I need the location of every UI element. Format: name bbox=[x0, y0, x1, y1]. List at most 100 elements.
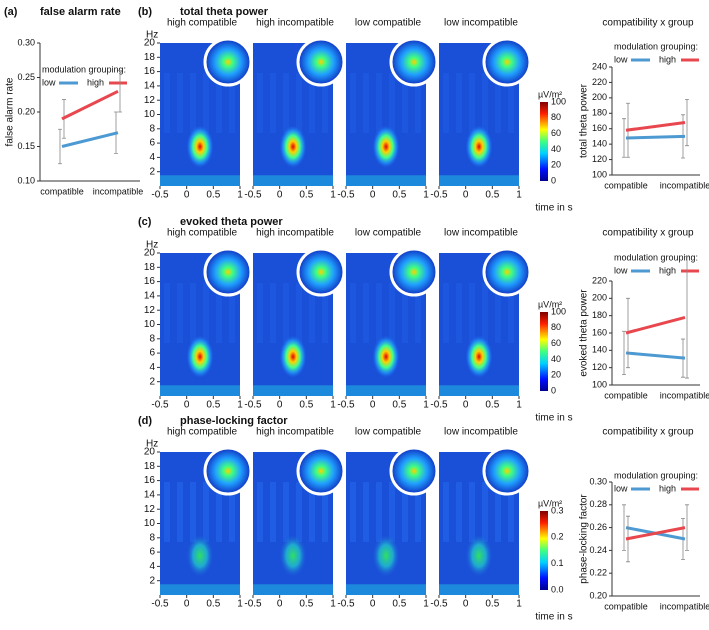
spectrogram-blob bbox=[279, 124, 307, 169]
topomap bbox=[203, 37, 253, 87]
x-tick-label: -0.5 bbox=[337, 599, 355, 610]
subplot-title: low incompatible bbox=[444, 18, 518, 29]
spectrogram-texture bbox=[322, 283, 328, 343]
chart-title: false alarm rate bbox=[40, 6, 121, 18]
legend-title: modulation grouping: bbox=[614, 470, 698, 480]
colorbar-tick-label: 40 bbox=[551, 354, 561, 364]
x-tick-label: 1 bbox=[516, 400, 522, 411]
spectrogram-texture bbox=[482, 482, 488, 542]
colorbar-label: µV/m² bbox=[538, 89, 562, 99]
y-tick-label: 0.22 bbox=[589, 568, 607, 578]
spectrogram-texture bbox=[508, 283, 514, 343]
y-tick-label: 20 bbox=[144, 38, 156, 49]
spectrogram-texture bbox=[283, 482, 289, 542]
y-tick-label: 4 bbox=[149, 152, 155, 163]
colorbar-tick-label: 80 bbox=[551, 322, 561, 332]
y-tick-label: 18 bbox=[144, 461, 156, 472]
series-line bbox=[625, 134, 686, 140]
x-tick-label: 1 bbox=[330, 190, 336, 201]
legend-label: high bbox=[659, 483, 676, 493]
spectrogram-texture bbox=[203, 73, 209, 133]
spectrogram-texture bbox=[164, 283, 170, 343]
legend-title: modulation grouping: bbox=[614, 41, 698, 51]
y-tick-label: 12 bbox=[144, 305, 156, 316]
x-tick-label: -0.5 bbox=[244, 190, 262, 201]
spectrogram-texture bbox=[443, 283, 449, 343]
colorbar-tick-label: 0.1 bbox=[551, 558, 564, 568]
colorbar-tick-label: 0.0 bbox=[551, 584, 564, 594]
y-axis-label: Hz bbox=[146, 240, 158, 251]
spectrogram-texture bbox=[389, 283, 395, 343]
colorbar-tick-label: 20 bbox=[551, 370, 561, 380]
y-tick-label: 10 bbox=[144, 518, 156, 529]
spectrogram-texture bbox=[296, 73, 302, 133]
spectrogram-texture bbox=[495, 73, 501, 133]
spectrogram-texture bbox=[482, 73, 488, 133]
spectrogram-texture bbox=[283, 283, 289, 343]
x-tick-label: 1 bbox=[237, 190, 243, 201]
spectrogram-blob bbox=[465, 124, 493, 169]
legend-label: low bbox=[614, 54, 628, 64]
y-axis-label: Hz bbox=[146, 439, 158, 450]
spectrogram-texture bbox=[257, 482, 263, 542]
spectrogram-texture bbox=[216, 73, 222, 133]
x-tick-label: 1 bbox=[423, 400, 429, 411]
topomap bbox=[389, 37, 439, 87]
subplot-title: high incompatible bbox=[256, 18, 334, 29]
chart-title: compatibility x group bbox=[602, 18, 694, 29]
x-tick-label: 1 bbox=[330, 599, 336, 610]
x-tick-label: 0.5 bbox=[299, 599, 313, 610]
x-tick-label: 0 bbox=[463, 599, 469, 610]
colorbar-tick-label: 100 bbox=[551, 96, 566, 106]
spectrogram-texture bbox=[322, 73, 328, 133]
colorbar-label: µV/m² bbox=[538, 299, 562, 309]
x-tick-label: 1 bbox=[516, 599, 522, 610]
spectrogram-texture bbox=[270, 283, 276, 343]
x-tick-label: 0 bbox=[277, 599, 283, 610]
spectrogram-blob bbox=[279, 334, 307, 379]
x-tick-label: 0.5 bbox=[392, 190, 406, 201]
spectrogram-texture bbox=[296, 482, 302, 542]
panel-label: (b) bbox=[138, 6, 152, 18]
spectrogram-texture bbox=[469, 73, 475, 133]
y-tick-label: 0.20 bbox=[17, 106, 35, 116]
spectrogram-texture bbox=[443, 73, 449, 133]
colorbar-tick-label: 0 bbox=[551, 385, 556, 395]
colorbar bbox=[540, 102, 548, 181]
y-tick-label: 16 bbox=[144, 66, 156, 77]
y-tick-label: 140 bbox=[592, 345, 607, 355]
x-tick-label: 0 bbox=[463, 400, 469, 411]
y-axis-label: false alarm rate bbox=[5, 77, 16, 146]
spectrogram-texture bbox=[402, 482, 408, 542]
spectrogram-texture bbox=[350, 482, 356, 542]
legend-title: modulation grouping: bbox=[42, 64, 126, 74]
x-tick-label: 0.5 bbox=[206, 599, 220, 610]
spectrogram-low bbox=[160, 584, 240, 595]
series-line bbox=[61, 89, 119, 121]
spectrogram-texture bbox=[363, 73, 369, 133]
spectrogram-texture bbox=[164, 73, 170, 133]
subplot-title: low compatible bbox=[355, 18, 422, 29]
subplot-title: high compatible bbox=[167, 427, 237, 438]
y-tick-label: 12 bbox=[144, 95, 156, 106]
x-tick-label: 0 bbox=[277, 190, 283, 201]
panel-label: (d) bbox=[138, 415, 152, 427]
subplot-title: low compatible bbox=[355, 427, 422, 438]
y-tick-label: 2 bbox=[149, 376, 155, 387]
spectrogram-texture bbox=[309, 73, 315, 133]
y-tick-label: 100 bbox=[592, 379, 607, 389]
spectrogram-texture bbox=[229, 73, 235, 133]
spectrogram-low bbox=[439, 584, 519, 595]
x-tick-label: compatible bbox=[604, 180, 648, 190]
x-tick-label: 1 bbox=[423, 599, 429, 610]
y-tick-label: 4 bbox=[149, 561, 155, 572]
spectrogram-texture bbox=[508, 482, 514, 542]
panel-title: evoked theta power bbox=[180, 216, 283, 228]
y-tick-label: 0.30 bbox=[17, 37, 35, 47]
spectrogram-texture bbox=[229, 283, 235, 343]
panel-label: (c) bbox=[138, 216, 152, 228]
x-tick-label: incompatible bbox=[660, 180, 709, 190]
subplot-title: low compatible bbox=[355, 228, 422, 239]
x-tick-label: 0.5 bbox=[392, 400, 406, 411]
spectrogram-blob bbox=[186, 334, 214, 379]
